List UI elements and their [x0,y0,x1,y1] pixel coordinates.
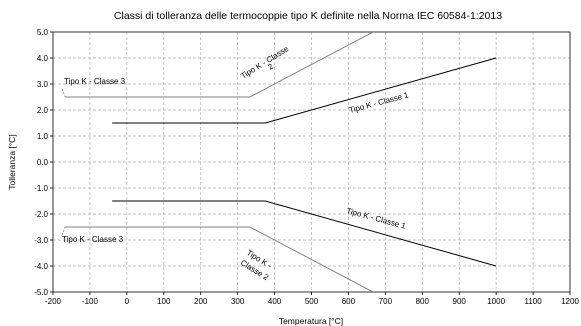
x-tick-label: 800 [416,297,430,306]
y-axis-label: Tolleranza [°C] [7,134,17,189]
y-tick-label: -5.0 [34,288,48,297]
chart-title: Classi di tolleranza delle termocoppie t… [114,10,502,22]
x-tick-label: -200 [45,297,62,306]
series-1-upper-line [112,57,497,124]
y-tick-label: 4.0 [37,54,49,63]
series-group [61,32,497,292]
y-tick-label: 5.0 [37,28,49,37]
x-tick-label: 1200 [561,297,579,306]
y-tick-label: 3.0 [37,80,49,89]
series-1-lower-line [112,200,497,267]
y-tick-label: -3.0 [34,236,48,245]
annotation-classe2-upper-line2: 2 [266,61,275,71]
series-2-upper-line [112,32,375,98]
classe3-lower-leader [61,226,66,236]
y-tick-label: -2.0 [34,210,48,219]
x-tick-label: 700 [379,297,393,306]
x-tick-label: 1000 [487,297,505,306]
x-tick-label: 200 [194,297,208,306]
x-tick-label: 0 [125,297,130,306]
annotation-classe1-upper: Tipo K - Classe 1 [348,90,410,115]
y-tick-label: 2.0 [37,106,49,115]
classe3-upper-leader [61,88,66,98]
x-axis-ticks: -200 -100 0 100 200 300 400 500 600 700 800 900 1000… [45,292,579,306]
annotations: Tipo K - Classe 3 Tipo K - Classe 3 Tipo… [62,44,410,283]
y-tick-label: -4.0 [34,262,48,271]
x-tick-label: 400 [268,297,282,306]
series-2-lower-line [112,226,375,292]
annotation-classe3-lower: Tipo K - Classe 3 [62,235,124,244]
y-tick-label: -1.0 [34,184,48,193]
y-tick-label: 1.0 [37,132,49,141]
x-tick-label: 1100 [524,297,542,306]
annotation-classe2-upper-line1: Tipo K - Classe [239,44,290,81]
x-tick-label: -100 [82,297,99,306]
annotation-classe1-lower: Tipo K - Classe 1 [345,206,407,231]
x-tick-label: 500 [305,297,319,306]
annotation-classe3-upper: Tipo K - Classe 3 [64,77,126,86]
x-tick-label: 100 [157,297,171,306]
x-tick-label: 900 [453,297,467,306]
grid [53,32,570,292]
x-tick-label: 300 [231,297,245,306]
y-tick-label: 0.0 [37,158,49,167]
x-axis-label: Temperatura [°C] [279,316,343,326]
x-tick-label: 600 [342,297,356,306]
y-axis-ticks: 5.0 4.0 3.0 2.0 1.0 0.0 -1.0 -2.0 -3.0 -4.0 -5.0 [34,28,53,297]
